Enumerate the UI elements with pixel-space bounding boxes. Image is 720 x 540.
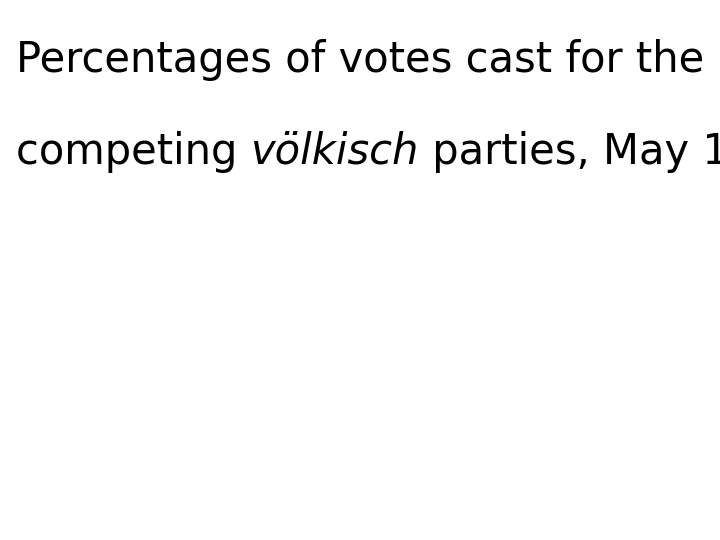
- Text: völkisch: völkisch: [251, 131, 419, 173]
- Text: Percentages of votes cast for the: Percentages of votes cast for the: [16, 39, 704, 81]
- Text: parties, May 1928: parties, May 1928: [419, 131, 720, 173]
- Text: competing: competing: [16, 131, 251, 173]
